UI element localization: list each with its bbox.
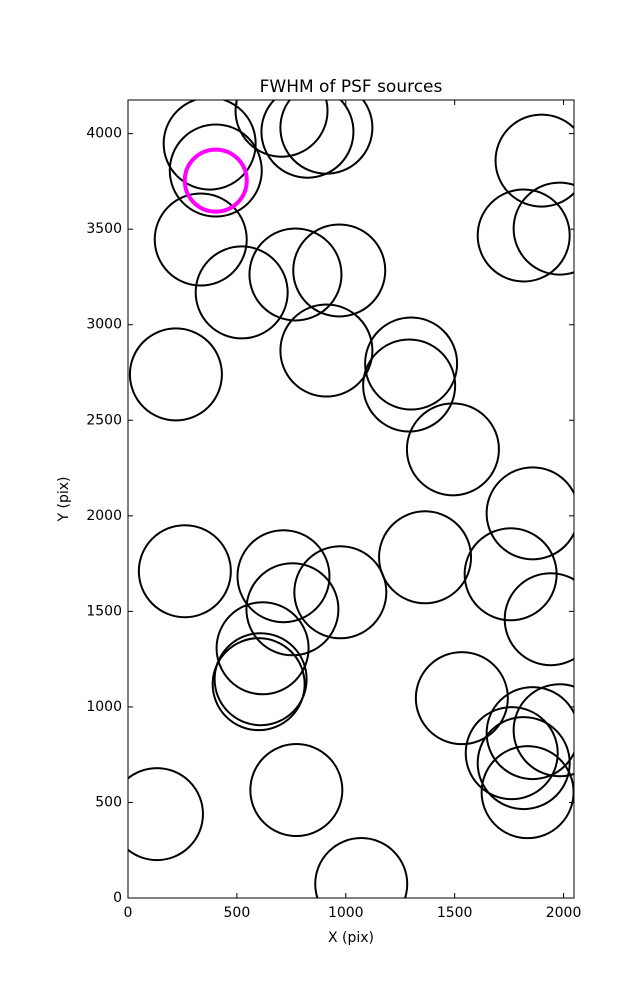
source-circle bbox=[194, 245, 289, 340]
y-tick-label: 2500 bbox=[86, 412, 122, 428]
x-tick-label: 2000 bbox=[546, 905, 582, 921]
source-circle bbox=[512, 683, 574, 778]
x-tick-label: 1500 bbox=[437, 905, 473, 921]
source-circle bbox=[260, 100, 355, 179]
source-circle bbox=[182, 147, 249, 214]
source-circle bbox=[293, 545, 388, 640]
source-circle bbox=[215, 601, 310, 696]
source-circle bbox=[211, 637, 306, 732]
source-circle bbox=[485, 466, 574, 561]
source-circle bbox=[494, 113, 574, 208]
source-circle bbox=[128, 327, 223, 422]
y-tick-label: 4000 bbox=[86, 126, 122, 142]
source-circle bbox=[153, 192, 248, 287]
source-circle bbox=[292, 223, 387, 318]
x-tick-label: 500 bbox=[224, 905, 251, 921]
source-circle bbox=[476, 188, 571, 283]
source-circle bbox=[512, 181, 574, 276]
source-circle bbox=[503, 572, 574, 667]
x-tick-label: 1000 bbox=[328, 905, 364, 921]
source-circle bbox=[213, 632, 308, 727]
y-tick-label: 1000 bbox=[86, 699, 122, 715]
source-circle bbox=[248, 227, 343, 322]
source-circle bbox=[245, 562, 340, 657]
source-circle bbox=[362, 338, 457, 433]
source-circle bbox=[234, 100, 329, 158]
x-axis-label: X (pix) bbox=[328, 930, 374, 946]
source-circle bbox=[414, 651, 509, 746]
source-circle bbox=[128, 767, 204, 862]
source-circle bbox=[279, 100, 374, 175]
y-tick-label: 1500 bbox=[86, 603, 122, 619]
y-tick-label: 2000 bbox=[86, 508, 122, 524]
y-tick-label: 3500 bbox=[86, 221, 122, 237]
source-circle bbox=[364, 316, 459, 411]
source-circle bbox=[137, 524, 232, 619]
y-axis-label: Y (pix) bbox=[56, 477, 72, 523]
source-circle bbox=[314, 837, 409, 898]
source-circle bbox=[162, 100, 257, 191]
source-circle bbox=[485, 686, 574, 781]
source-circle bbox=[405, 402, 500, 497]
source-circle bbox=[236, 529, 331, 624]
source-circle bbox=[279, 303, 374, 398]
chart-title: FWHM of PSF sources bbox=[260, 77, 443, 97]
y-tick-label: 0 bbox=[113, 890, 122, 906]
x-tick-label: 0 bbox=[124, 905, 133, 921]
source-circle bbox=[464, 706, 559, 801]
source-circle bbox=[476, 716, 571, 811]
y-tick-label: 500 bbox=[95, 794, 122, 810]
source-circle bbox=[378, 510, 473, 605]
y-tick-label: 3000 bbox=[86, 317, 122, 333]
plot-area bbox=[128, 100, 574, 898]
source-circle bbox=[249, 743, 344, 838]
source-circle bbox=[168, 123, 263, 218]
plot-frame bbox=[127, 99, 575, 899]
